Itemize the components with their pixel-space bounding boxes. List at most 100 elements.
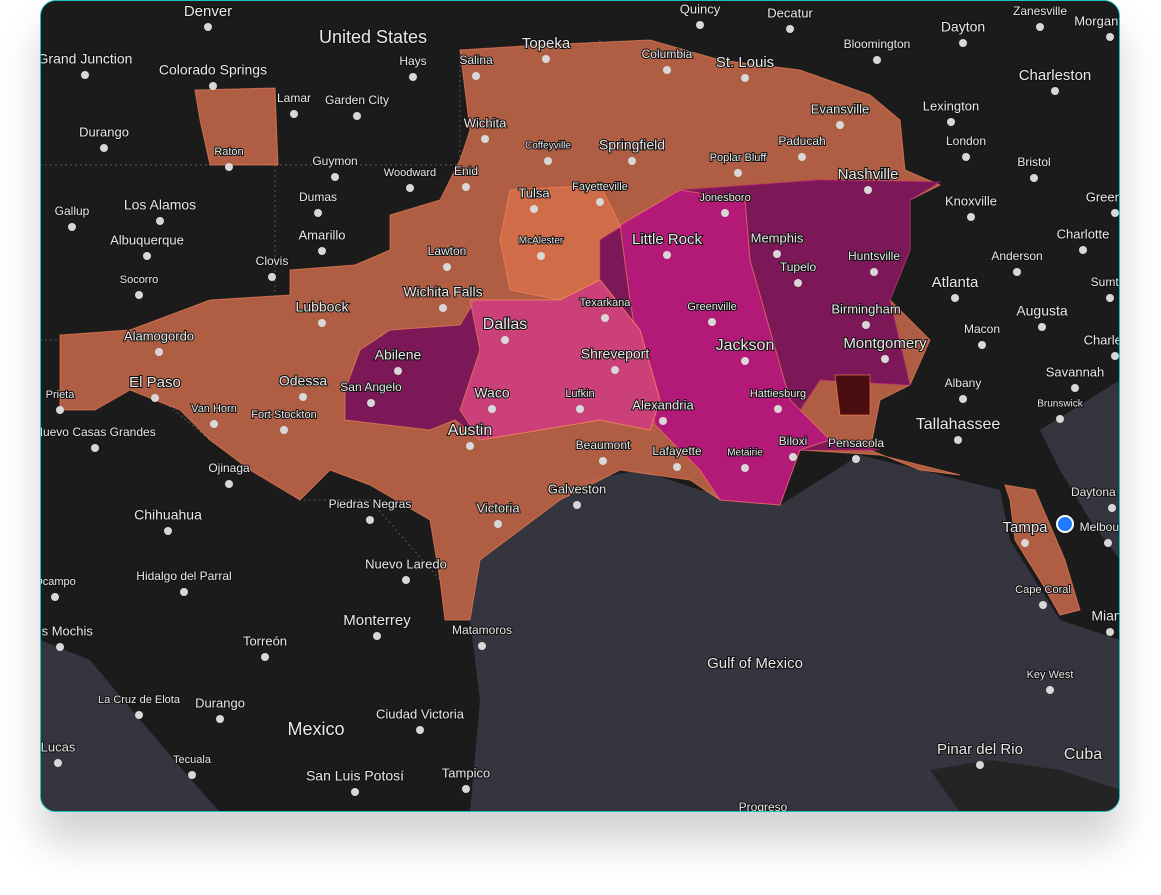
- place-label: Birmingham: [831, 301, 900, 316]
- city-dot: [599, 457, 607, 465]
- place-labels: Denver United States Topeka Quincy Decatur Da…: [41, 1, 1119, 811]
- place-label: Zanesville: [1013, 4, 1067, 18]
- place-label: Amarillo: [299, 227, 346, 242]
- place-label: Augusta: [1016, 303, 1068, 319]
- city-dot: [494, 520, 502, 528]
- place-label: Durango: [195, 695, 245, 710]
- city-dot: [1104, 539, 1112, 547]
- city-dot: [734, 169, 742, 177]
- place-label: Jonesboro: [699, 192, 750, 204]
- place-label: United States: [319, 27, 427, 47]
- city-dot: [741, 464, 749, 472]
- city-dot: [299, 393, 307, 401]
- alert-areas: [59, 39, 1081, 621]
- city-dot: [573, 501, 581, 509]
- city-dot: [261, 653, 269, 661]
- place-label: Austin: [448, 422, 492, 439]
- place-label: Tampico: [442, 765, 490, 780]
- city-dot: [789, 453, 797, 461]
- place-label: Ocampo: [41, 576, 76, 588]
- city-dot: [530, 205, 538, 213]
- city-dot: [56, 406, 64, 414]
- place-label: Anderson: [991, 249, 1042, 263]
- city-dot: [1051, 87, 1059, 95]
- place-label: Los Alamos: [124, 197, 196, 213]
- place-label: Torreón: [243, 633, 287, 648]
- city-dot: [462, 183, 470, 191]
- place-label: Guymon: [312, 154, 357, 168]
- city-dot: [188, 771, 196, 779]
- city-dot: [708, 318, 716, 326]
- place-label: Grand Junction: [41, 51, 132, 67]
- city-dot: [978, 341, 986, 349]
- place-label: Ojinaga: [208, 461, 250, 475]
- city-dot: [56, 643, 64, 651]
- place-label: Lexington: [923, 98, 979, 113]
- place-label: Gallup: [55, 204, 90, 218]
- place-label: Memphis: [751, 230, 804, 245]
- city-dot: [673, 463, 681, 471]
- place-label: Lucas: [41, 739, 76, 754]
- place-label: Lamar: [277, 91, 311, 105]
- place-label: Garden City: [325, 93, 389, 107]
- city-dot: [481, 135, 489, 143]
- place-label: Savannah: [1046, 364, 1105, 379]
- place-label: Woodward: [384, 167, 436, 179]
- place-label: Fort Stockton: [251, 409, 316, 421]
- place-label: Topeka: [522, 35, 571, 52]
- city-dot: [696, 21, 704, 29]
- city-dot: [472, 72, 480, 80]
- city-dot: [366, 516, 374, 524]
- place-label: Charlotte: [1057, 226, 1110, 241]
- place-label: Biloxi: [779, 434, 808, 448]
- place-label: Dayton: [941, 19, 985, 35]
- place-label: Montgomery: [843, 335, 927, 352]
- city-dot: [318, 319, 326, 327]
- city-dot: [290, 110, 298, 118]
- city-dot: [209, 82, 217, 90]
- city-dot: [51, 593, 59, 601]
- city-dot: [488, 405, 496, 413]
- place-label: Dallas: [483, 316, 527, 333]
- place-label: Macon: [964, 322, 1000, 336]
- place-label: Charleston: [1084, 332, 1119, 347]
- city-dot: [628, 157, 636, 165]
- place-label: Waco: [474, 385, 509, 401]
- place-label: Decatur: [767, 5, 813, 20]
- city-dot: [947, 118, 955, 126]
- place-label: Fayetteville: [572, 181, 628, 193]
- place-label: Los Mochis: [41, 623, 93, 638]
- city-dot: [959, 395, 967, 403]
- current-location[interactable]: [1056, 515, 1074, 533]
- city-dot: [225, 163, 233, 171]
- city-dot: [967, 213, 975, 221]
- place-label: Albany: [945, 376, 982, 390]
- city-dot: [402, 576, 410, 584]
- place-label: Victoria: [476, 500, 520, 515]
- place-label: Tecuala: [173, 754, 212, 766]
- city-dot: [873, 56, 881, 64]
- city-dot: [394, 367, 402, 375]
- place-label: Quincy: [680, 1, 721, 16]
- place-label: Columbia: [642, 47, 693, 61]
- city-dot: [954, 436, 962, 444]
- city-dot: [1106, 33, 1114, 41]
- city-dot: [962, 153, 970, 161]
- city-dot: [1013, 268, 1021, 276]
- city-dot: [596, 198, 604, 206]
- place-label: Lubbock: [296, 299, 350, 315]
- city-dot: [81, 71, 89, 79]
- city-dot: [601, 314, 609, 322]
- map-card: Denver United States Topeka Quincy Decatur Da…: [40, 0, 1120, 812]
- city-dot: [544, 157, 552, 165]
- city-dot: [416, 726, 424, 734]
- place-label: Dumas: [299, 190, 337, 204]
- place-label: Raton: [214, 146, 243, 158]
- city-dot: [1071, 384, 1079, 392]
- city-dot: [1038, 323, 1046, 331]
- city-dot: [836, 121, 844, 129]
- city-dot: [225, 480, 233, 488]
- city-dot: [466, 442, 474, 450]
- city-dot: [204, 23, 212, 31]
- city-dot: [951, 294, 959, 302]
